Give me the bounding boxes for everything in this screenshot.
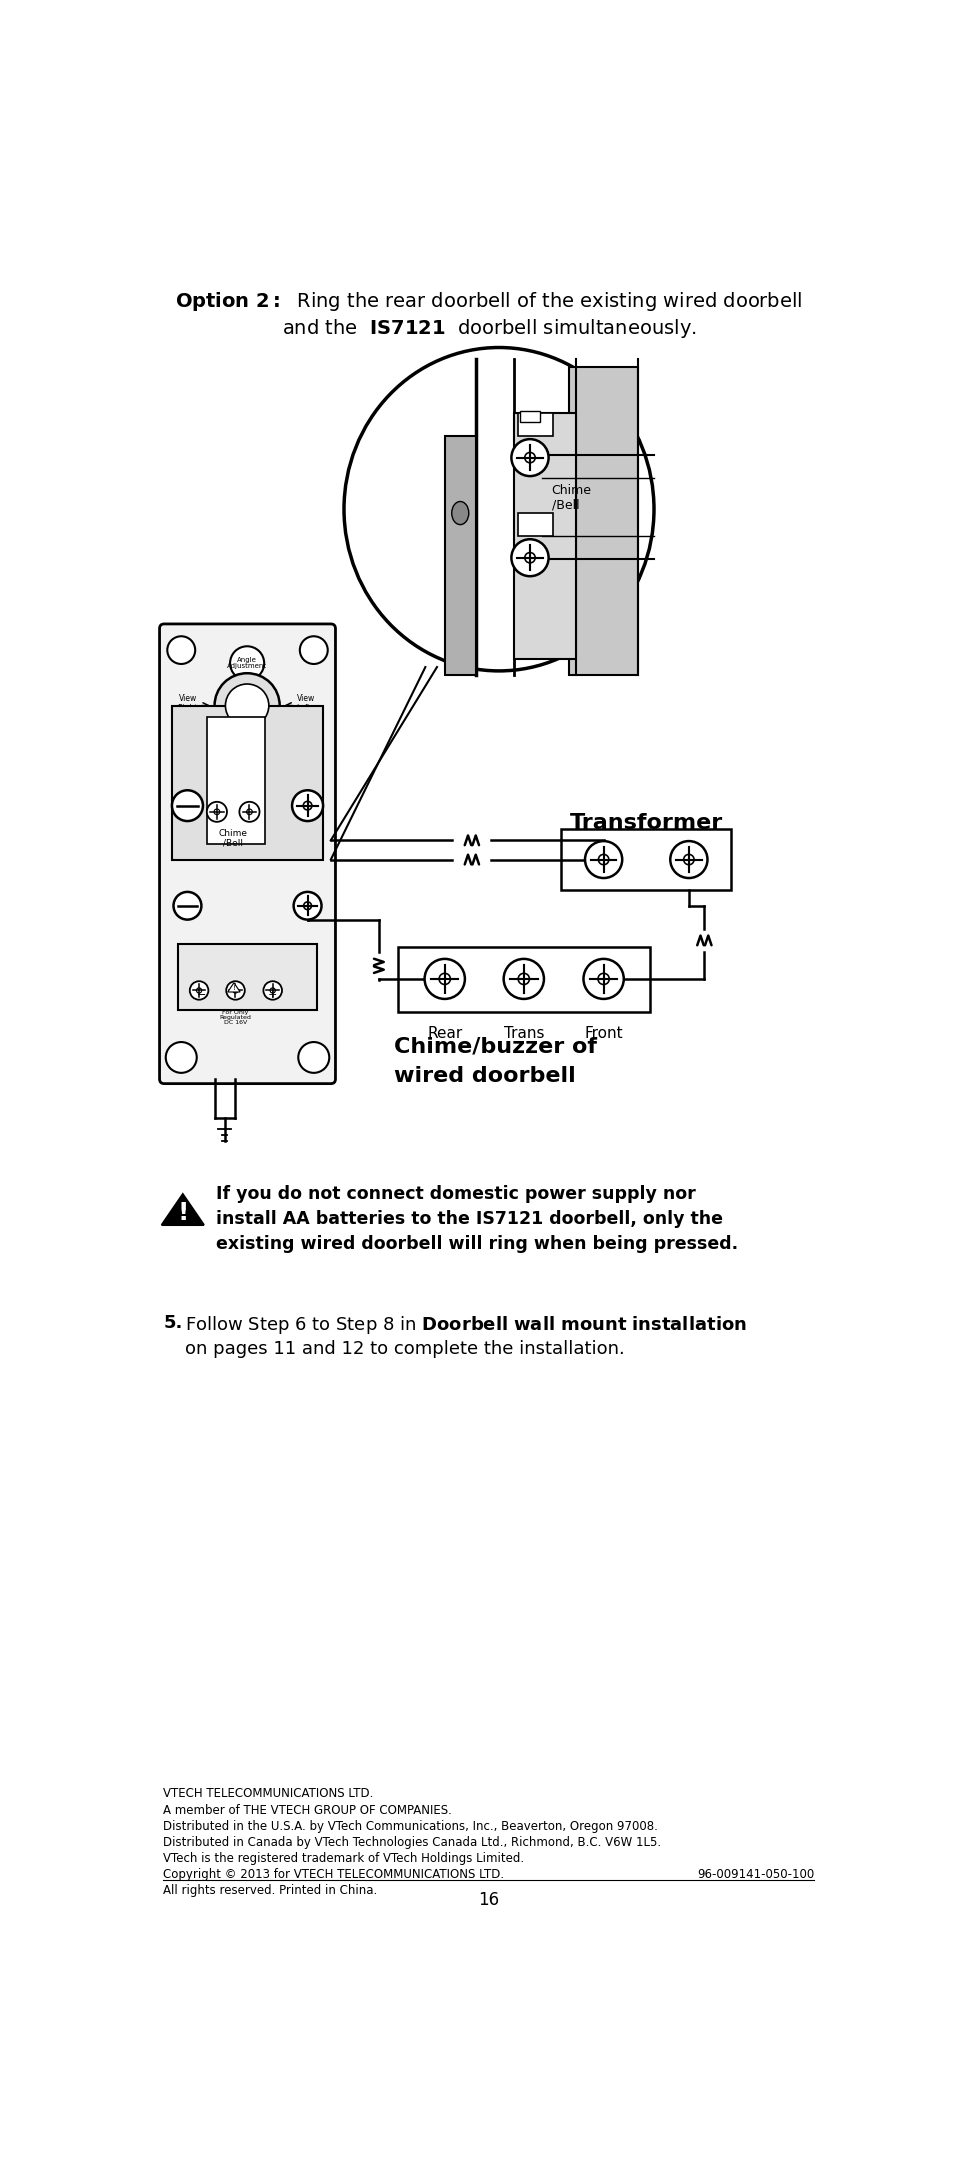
Text: Copyright © 2013 for VTECH TELECOMMUNICATIONS LTD.: Copyright © 2013 for VTECH TELECOMMUNICA… (163, 1869, 504, 1882)
Bar (517, 412, 553, 436)
Text: Rear: Rear (427, 1025, 462, 1040)
Text: +: + (268, 991, 277, 999)
Circle shape (172, 790, 203, 820)
Circle shape (173, 891, 201, 919)
Bar (207, 716, 265, 844)
Circle shape (583, 958, 623, 999)
Text: Chime/buzzer of: Chime/buzzer of (394, 1036, 597, 1057)
Text: All rights reserved. Printed in China.: All rights reserved. Printed in China. (163, 1884, 377, 1897)
Text: existing wired doorbell will ring when being pressed.: existing wired doorbell will ring when b… (216, 1234, 738, 1252)
Bar (172, 706, 323, 859)
Circle shape (424, 958, 464, 999)
Circle shape (511, 438, 548, 477)
Circle shape (298, 1042, 329, 1073)
Circle shape (670, 842, 707, 878)
Circle shape (190, 982, 208, 999)
Text: A member of THE VTECH GROUP OF COMPANIES.: A member of THE VTECH GROUP OF COMPANIES… (163, 1804, 452, 1817)
Ellipse shape (344, 347, 654, 671)
Text: View Up: View Up (232, 755, 262, 764)
Circle shape (584, 842, 621, 878)
Text: For Only
Regulated
DC 16V: For Only Regulated DC 16V (219, 1010, 252, 1025)
Text: Chime
/Bell: Chime /Bell (551, 483, 591, 511)
Polygon shape (162, 1193, 204, 1226)
Text: Distributed in Canada by VTech Technologies Canada Ltd., Richmond, B.C. V6W 1L5.: Distributed in Canada by VTech Technolog… (163, 1836, 660, 1849)
Text: VTECH TELECOMMUNICATIONS LTD.: VTECH TELECOMMUNICATIONS LTD. (163, 1787, 374, 1800)
Text: Distributed in the U.S.A. by VTech Communications, Inc., Beaverton, Oregon 97008: Distributed in the U.S.A. by VTech Commu… (163, 1819, 658, 1832)
Circle shape (299, 637, 328, 665)
Circle shape (225, 684, 269, 727)
Circle shape (166, 1042, 196, 1073)
Bar (560, 829, 731, 891)
Bar (514, 412, 576, 660)
Text: !: ! (233, 986, 235, 991)
Text: wired doorbell: wired doorbell (394, 1066, 576, 1085)
Circle shape (511, 540, 548, 576)
Text: Transformer: Transformer (569, 814, 722, 833)
Text: −: − (196, 991, 206, 999)
Text: View
Left: View Left (296, 693, 314, 712)
Bar (444, 436, 476, 675)
FancyBboxPatch shape (159, 624, 335, 1083)
Text: $\bf{Option\ 2:}$  Ring the rear doorbell of the existing wired doorbell: $\bf{Option\ 2:}$ Ring the rear doorbell… (175, 289, 801, 313)
Text: Chime
/Bell: Chime /Bell (218, 829, 248, 848)
Bar (397, 947, 649, 1012)
Text: Front: Front (583, 1025, 622, 1040)
Text: View
Right: View Right (177, 693, 197, 712)
Circle shape (503, 958, 543, 999)
Circle shape (214, 673, 279, 738)
Bar (519, 412, 539, 423)
Circle shape (226, 982, 245, 999)
Bar (568, 367, 638, 675)
Polygon shape (228, 982, 240, 993)
Text: If you do not connect domestic power supply nor: If you do not connect domestic power sup… (216, 1185, 695, 1204)
Text: 16: 16 (477, 1890, 499, 1910)
Circle shape (167, 637, 195, 665)
Text: on pages 11 and 12 to complete the installation.: on pages 11 and 12 to complete the insta… (185, 1340, 624, 1357)
Text: 5.: 5. (163, 1314, 183, 1331)
Circle shape (207, 803, 227, 822)
Circle shape (292, 790, 323, 820)
Ellipse shape (452, 501, 468, 524)
Text: and the  $\bf{IS7121}$  doorbell simultaneously.: and the $\bf{IS7121}$ doorbell simultane… (281, 317, 696, 339)
Text: 96-009141-050-100: 96-009141-050-100 (697, 1869, 814, 1882)
Text: install AA batteries to the IS7121 doorbell, only the: install AA batteries to the IS7121 doorb… (216, 1211, 722, 1228)
Text: Trans: Trans (503, 1025, 543, 1040)
Circle shape (239, 803, 259, 822)
Text: !: ! (177, 1200, 189, 1226)
Bar (517, 514, 553, 535)
Text: Follow Step 6 to Step 8 in $\bf{Doorbell\ wall\ mount\ installation}$: Follow Step 6 to Step 8 in $\bf{Doorbell… (185, 1314, 746, 1336)
Bar (178, 945, 316, 1010)
Circle shape (294, 891, 321, 919)
Circle shape (263, 982, 282, 999)
Text: VTech is the registered trademark of VTech Holdings Limited.: VTech is the registered trademark of VTe… (163, 1852, 524, 1865)
Text: Angle
Adjustment: Angle Adjustment (227, 656, 267, 669)
Circle shape (230, 645, 264, 680)
